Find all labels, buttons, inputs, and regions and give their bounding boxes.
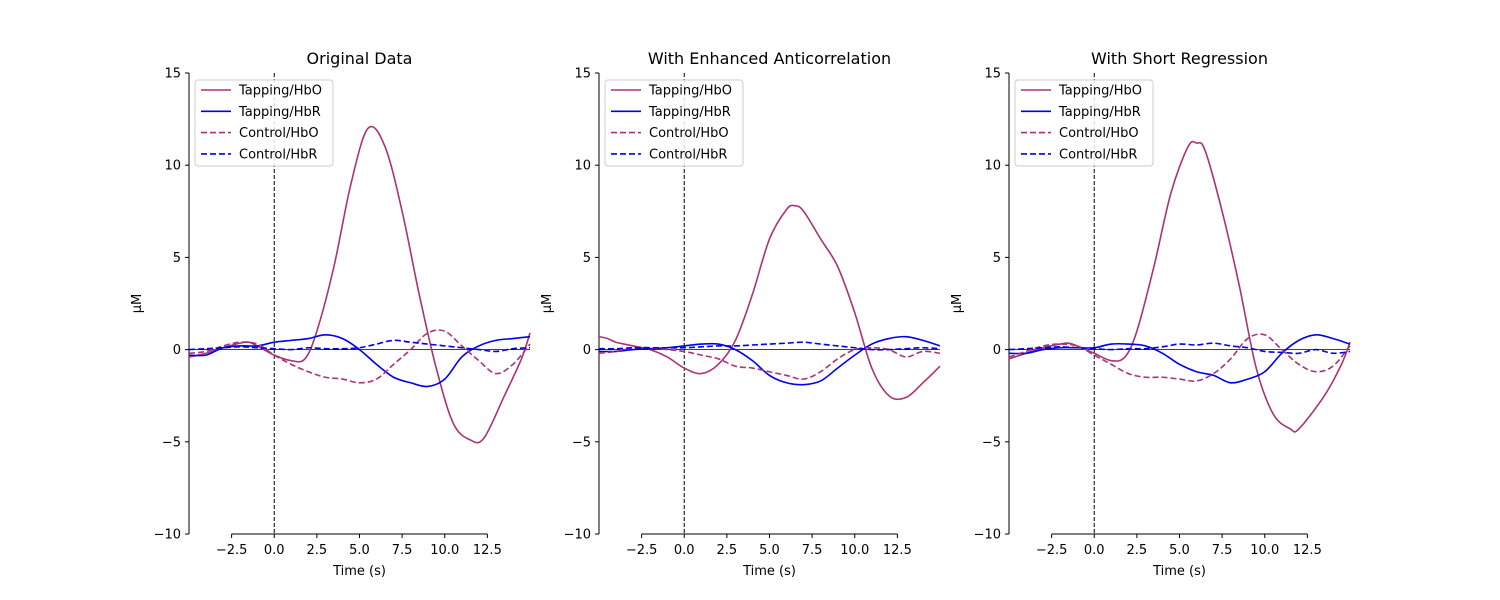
panel-2: With Enhanced Anticorrelation −10 −5 0 5 10 15… [540,49,941,579]
chart-title: With Short Regression [1091,49,1268,68]
y-tick-label: 5 [993,251,1001,266]
y-tick-label: −5 [162,435,181,450]
series-line-control-hbo [1008,333,1351,382]
x-tick-label: 7.5 [802,543,823,558]
y-tick-label: 15 [574,67,591,82]
series-line-tapping-hbr [598,335,941,386]
y-tick-label: 0 [173,343,181,358]
x-tick-label: 0.0 [674,543,695,558]
series-line-tapping-hbo [598,204,941,401]
panel-1: Original Data −10 −5 0 5 10 15 −2.5 0.0 2.5 5.0 7.5… [130,49,531,579]
x-axis-label: Time (s) [1152,564,1206,579]
x-tick-label: 2.5 [717,543,738,558]
legend-label: Control/HbO [649,126,729,141]
x-tick-label: 5.0 [349,543,370,558]
legend-label: Tapping/HbR [1058,105,1141,120]
y-axis-label: µM [950,294,965,314]
y-tick-label: 15 [984,67,1001,82]
legend-label: Control/HbR [649,147,727,162]
y-tick-label: 0 [993,343,1001,358]
x-tick-label: 7.5 [1212,543,1233,558]
legend-label: Tapping/HbO [1058,84,1142,99]
y-tick-label: 5 [583,251,591,266]
legend-frame [1014,79,1154,167]
legend-frame [604,79,744,167]
panel-3: With Short Regression −10 −5 0 5 10 15 −2.5 0.0 2… [950,49,1351,579]
legend-label: Tapping/HbO [648,84,732,99]
y-tick-label: 10 [984,159,1001,174]
x-tick-label: 0.0 [1084,543,1105,558]
series-line-tapping-hbo [188,125,531,444]
y-tick-label: 10 [574,159,591,174]
y-tick-label: 10 [164,159,181,174]
y-axis-label: µM [130,294,145,314]
x-tick-label: 2.5 [307,543,328,558]
x-tick-label: 5.0 [759,543,780,558]
y-tick-label: 15 [164,67,181,82]
x-tick-label: −2.5 [626,543,658,558]
y-axis-label: µM [540,294,555,314]
series-line-tapping-hbr [188,334,531,388]
x-tick-label: −2.5 [1036,543,1068,558]
legend-label: Tapping/HbR [648,105,731,120]
series-line-tapping-hbo [1008,140,1351,433]
series-line-control-hbo [598,346,941,380]
y-tick-label: −5 [572,435,591,450]
x-axis-label: Time (s) [742,564,796,579]
legend-frame [194,79,334,167]
x-tick-label: −2.5 [216,543,248,558]
y-tick-label: −5 [982,435,1001,450]
x-tick-label: 7.5 [392,543,413,558]
series-line-control-hbr [598,341,941,351]
series-line-control-hbo [188,329,531,384]
legend-label: Control/HbR [239,147,317,162]
legend: Tapping/HbO Tapping/HbR Control/HbO Control… [1014,79,1154,167]
x-tick-label: 12.5 [883,543,912,558]
legend: Tapping/HbO Tapping/HbR Control/HbO Control… [194,79,334,167]
y-tick-label: 0 [583,343,591,358]
series-line-control-hbr [1008,342,1351,355]
x-tick-label: 12.5 [473,543,502,558]
legend-label: Tapping/HbR [238,105,321,120]
y-tick-label: −10 [564,528,591,543]
x-tick-label: 12.5 [1293,543,1322,558]
y-tick-label: −10 [974,528,1001,543]
series-line-tapping-hbr [1008,334,1351,384]
legend: Tapping/HbO Tapping/HbR Control/HbO Control… [604,79,744,167]
y-tick-label: 5 [173,251,181,266]
legend-label: Tapping/HbO [238,84,322,99]
chart-title: With Enhanced Anticorrelation [648,49,891,68]
series-line-control-hbr [188,339,531,353]
x-tick-label: 10.0 [840,543,869,558]
legend-label: Control/HbR [1059,147,1137,162]
chart-title: Original Data [307,49,413,68]
legend-label: Control/HbO [239,126,319,141]
x-tick-label: 10.0 [430,543,459,558]
x-axis-label: Time (s) [332,564,386,579]
legend-label: Control/HbO [1059,126,1139,141]
x-tick-label: 0.0 [264,543,285,558]
x-tick-label: 10.0 [1250,543,1279,558]
x-tick-label: 2.5 [1127,543,1148,558]
y-tick-label: −10 [154,528,181,543]
x-tick-label: 5.0 [1169,543,1190,558]
